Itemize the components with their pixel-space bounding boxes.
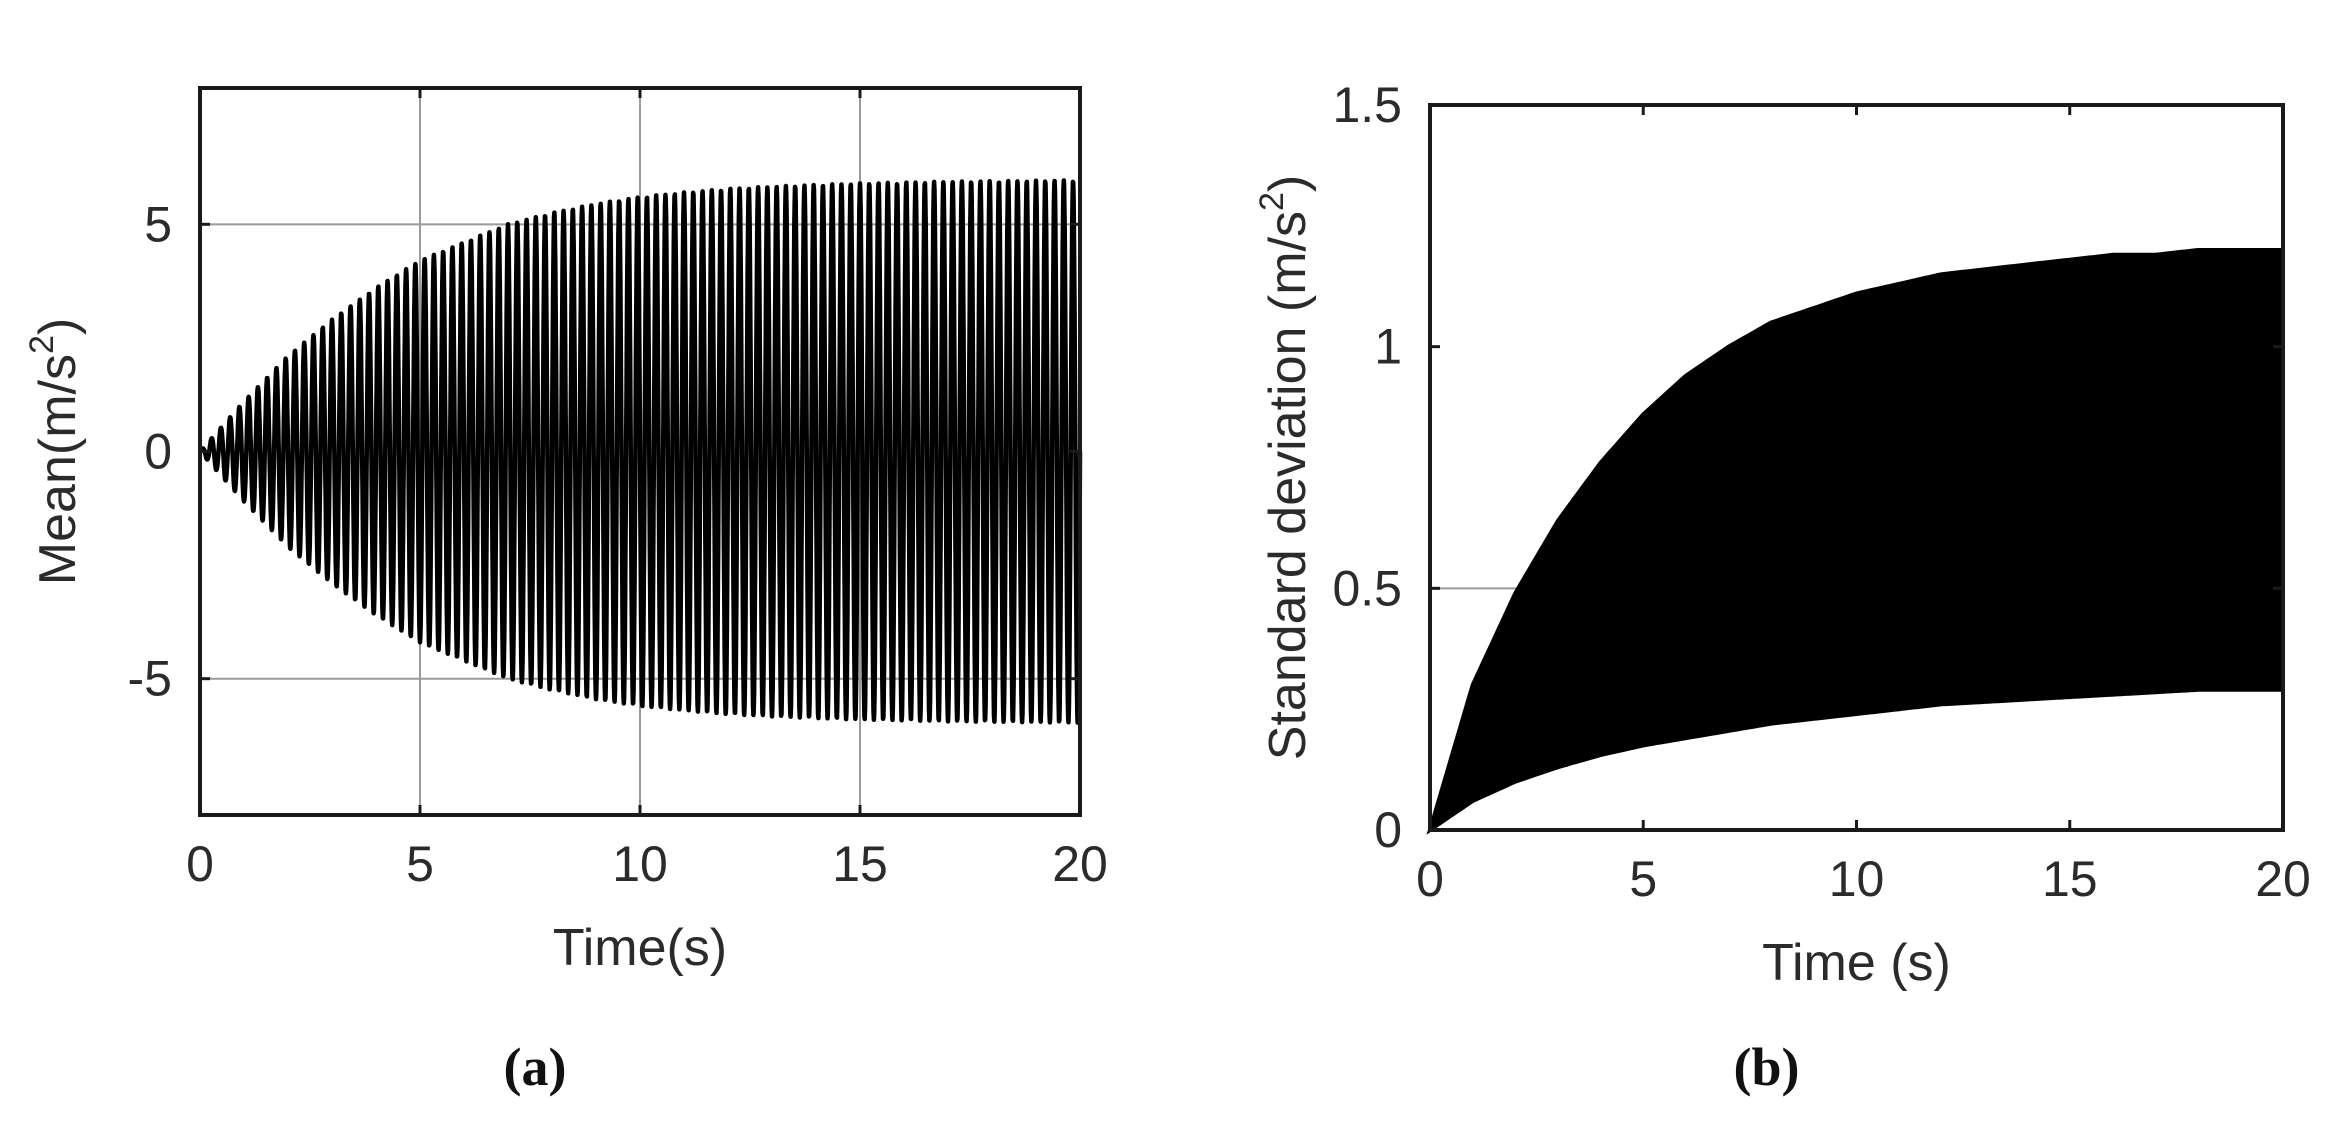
y-tick-label: -5: [128, 651, 172, 707]
y-tick-label: 1: [1374, 319, 1402, 375]
panel-b-y-axis-label-superscript: 2: [1253, 192, 1291, 211]
panel-a-y-axis-label-main: Mean(m/s: [29, 354, 87, 585]
x-tick-label: 5: [406, 836, 434, 892]
y-tick-label: 0.5: [1332, 560, 1402, 616]
panel-b-y-axis-label: Standard deviation (m/s2): [1253, 175, 1317, 760]
panel-a-mean-chart: 0 5 10 15 20 -5 0 5 Time(s) Mean(m/s2) (a): [23, 86, 1108, 1097]
x-tick-label: 20: [2255, 851, 2311, 907]
panel-b-label: (b): [1734, 1037, 1800, 1097]
panel-a-y-axis-label: Mean(m/s2): [23, 318, 87, 585]
y-tick-label: 0: [144, 424, 172, 480]
x-tick-label: 0: [186, 836, 214, 892]
x-tick-label: 0: [1416, 851, 1444, 907]
x-tick-label: 10: [612, 836, 668, 892]
panel-a-y-axis-label-close: ): [29, 318, 87, 335]
x-tick-label: 15: [2042, 851, 2098, 907]
panel-a-mean-signal: [198, 178, 1083, 725]
x-tick-label: 15: [832, 836, 888, 892]
panel-b-ticks: 0 5 10 15 20 0 0.5 1 1.5: [1332, 77, 2310, 907]
panel-b-x-axis-label: Time (s): [1762, 934, 1951, 992]
y-tick-label: 0: [1374, 802, 1402, 858]
panel-a-y-axis-label-superscript: 2: [23, 335, 61, 354]
x-tick-label: 5: [1629, 851, 1657, 907]
panel-a-x-axis-label: Time(s): [553, 919, 727, 977]
panel-b-std-chart: 0 5 10 15 20 0 0.5 1 1.5 Time (s) Standard devia…: [1253, 77, 2311, 1097]
panel-a-label: (a): [504, 1037, 567, 1097]
panel-a-ticks: 0 5 10 15 20 -5 0 5: [128, 88, 1108, 892]
y-tick-label: 1.5: [1332, 77, 1402, 133]
x-tick-label: 10: [1829, 851, 1885, 907]
y-tick-label: 5: [144, 196, 172, 252]
panel-b-y-axis-label-main: Standard deviation (m/s: [1259, 211, 1317, 760]
x-tick-label: 20: [1052, 836, 1108, 892]
panel-b-y-axis-label-close: ): [1259, 175, 1317, 192]
